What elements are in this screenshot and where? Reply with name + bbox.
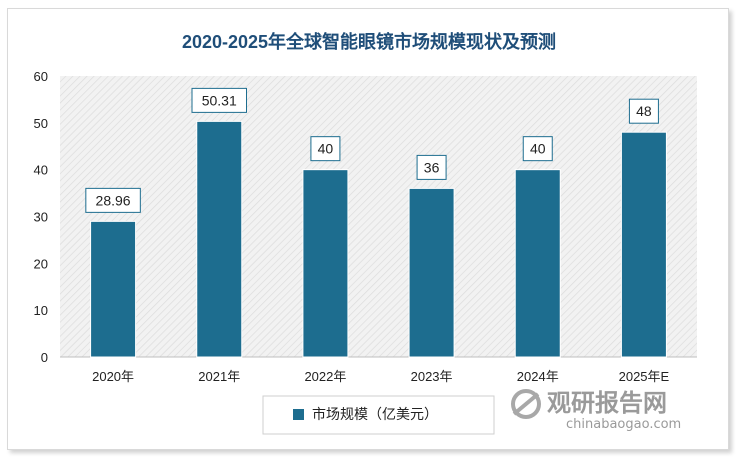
y-tick-label-2: 20	[34, 256, 48, 271]
legend-label: 市场规模（亿美元）	[312, 406, 438, 422]
data-label-box-1	[191, 87, 247, 113]
y-tick-label-6: 60	[34, 69, 48, 84]
legend: 市场规模（亿美元）	[262, 395, 495, 435]
data-label-2: 40	[318, 141, 334, 157]
bar-4	[514, 169, 561, 358]
bar-3	[408, 187, 455, 358]
x-tick-label-0: 2020年	[92, 369, 134, 384]
y-axis: 0 10 20 30 40 50 60	[34, 69, 48, 365]
x-tick-label-2: 2022年	[304, 369, 346, 384]
watermark-en: chinabaogao.com	[566, 417, 681, 432]
x-axis: 2020年 2021年 2022年 2023年 2024年 2025年E	[92, 369, 669, 384]
y-tick-label-4: 40	[34, 163, 48, 178]
data-label-0: 28.96	[96, 192, 131, 208]
bar-2	[302, 169, 349, 358]
y-tick-label-0: 0	[41, 350, 48, 365]
data-label-box-3	[416, 154, 447, 180]
bars: 28.96 50.31 40 36 40 48	[85, 87, 667, 358]
data-label-3: 36	[424, 159, 440, 175]
watermark-logo-icon	[511, 389, 541, 419]
watermark-cn: 观研报告网	[547, 389, 667, 417]
x-tick-label-1: 2021年	[198, 369, 240, 384]
plot-area	[60, 76, 697, 357]
data-label-box-2	[310, 136, 341, 162]
watermark: 观研报告网 chinabaogao.com	[511, 389, 681, 432]
data-label-5: 48	[636, 103, 652, 119]
data-label-box-4	[522, 136, 553, 162]
x-tick-label-5: 2025年E	[619, 369, 670, 384]
bar-1	[196, 120, 243, 358]
data-label-4: 40	[530, 141, 546, 157]
x-tick-label-3: 2023年	[411, 369, 453, 384]
chart-title: 2020-2025年全球智能眼镜市场规模现状及预测	[182, 31, 556, 52]
bar-5	[620, 131, 667, 358]
data-label-box-0	[85, 187, 141, 213]
data-label-box-5	[628, 98, 659, 124]
bar-0	[90, 220, 137, 358]
y-tick-label-1: 10	[34, 303, 48, 318]
y-tick-label-5: 50	[34, 116, 48, 131]
legend-swatch	[293, 409, 304, 420]
y-tick-label-3: 30	[34, 210, 48, 225]
data-label-1: 50.31	[202, 92, 237, 108]
x-tick-label-4: 2024年	[517, 369, 559, 384]
